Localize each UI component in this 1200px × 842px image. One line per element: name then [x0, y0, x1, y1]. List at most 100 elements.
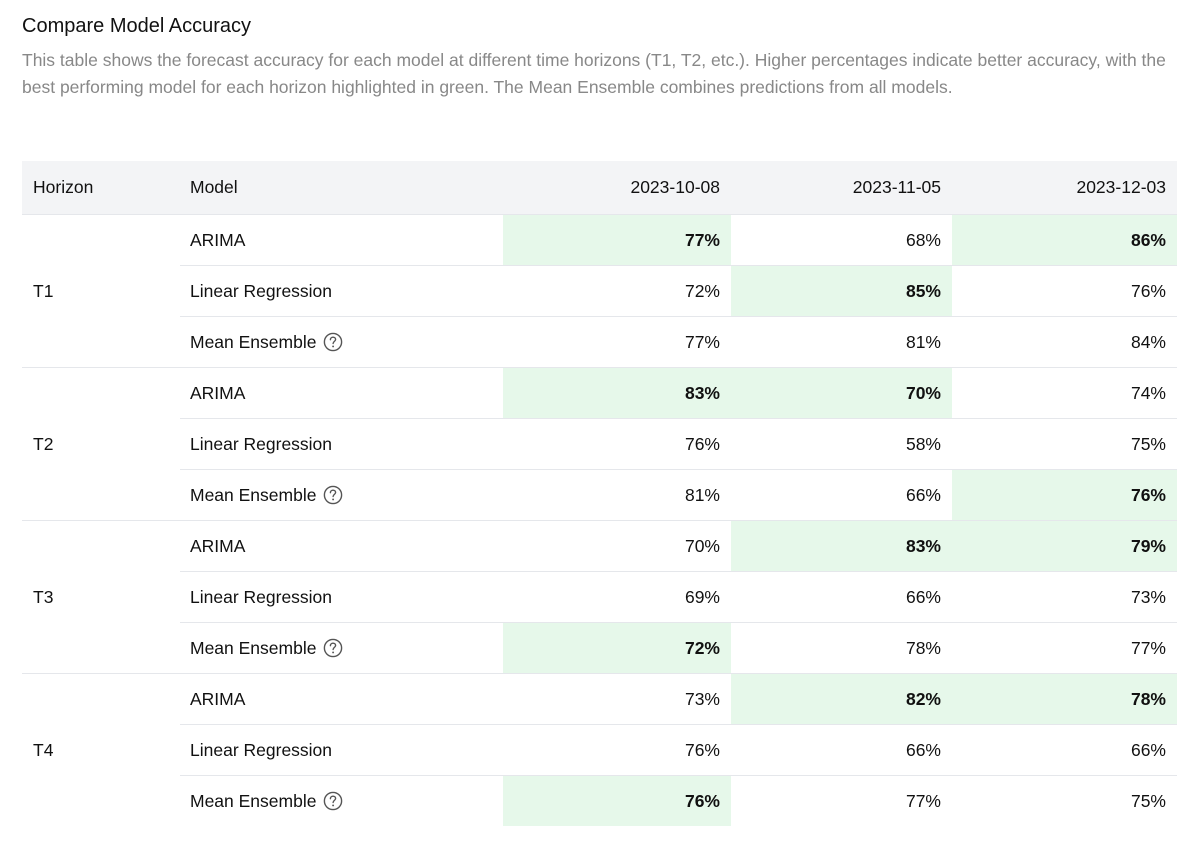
model-cell: ARIMA: [180, 214, 503, 266]
page-title: Compare Model Accuracy: [22, 15, 251, 37]
table-header: Horizon Model 2023-10-08 2023-11-05 2023…: [22, 161, 1177, 215]
table-row: Mean Ensemble 72% 78% 77%: [22, 622, 1177, 674]
model-cell: Mean Ensemble: [180, 776, 503, 827]
model-cell: Mean Ensemble: [180, 316, 503, 368]
accuracy-cell: 76%: [503, 418, 731, 470]
help-icon[interactable]: [323, 638, 343, 658]
model-name: Linear Regression: [190, 739, 333, 760]
model-name: Linear Regression: [190, 280, 333, 301]
accuracy-cell: 69%: [503, 571, 731, 623]
accuracy-cell: 84%: [952, 316, 1177, 368]
model-name: Linear Regression: [190, 433, 333, 454]
accuracy-cell: 66%: [952, 724, 1177, 776]
accuracy-cell: 78%: [731, 622, 952, 674]
header-model: Model: [180, 161, 503, 215]
model-name: ARIMA: [190, 382, 246, 403]
accuracy-cell: 75%: [952, 418, 1177, 470]
table-row: Mean Ensemble 76% 77% 75%: [22, 775, 1177, 827]
accuracy-cell: 74%: [952, 367, 1177, 419]
horizon-cell: T2: [22, 367, 180, 521]
accuracy-cell: 76%: [952, 265, 1177, 317]
model-name: Mean Ensemble: [190, 790, 317, 811]
table-body: T1 ARIMA 77% 68% 86% Linear Regression 72% 85% 7…: [22, 214, 1177, 827]
accuracy-cell: 73%: [503, 673, 731, 725]
table-row: T3 ARIMA 70% 83% 79%: [22, 520, 1177, 674]
model-name: Mean Ensemble: [190, 331, 317, 352]
accuracy-cell-best: 77%: [503, 214, 731, 266]
accuracy-cell-best: 78%: [952, 673, 1177, 725]
model-cell: ARIMA: [180, 367, 503, 419]
model-label-wrap: Mean Ensemble: [190, 485, 343, 506]
help-icon[interactable]: [323, 485, 343, 505]
accuracy-cell: 66%: [731, 469, 952, 521]
model-name: Mean Ensemble: [190, 484, 317, 505]
accuracy-cell-best: 70%: [731, 367, 952, 419]
header-date-3: 2023-12-03: [952, 161, 1177, 215]
model-name: Linear Regression: [190, 586, 333, 607]
model-cell: Mean Ensemble: [180, 469, 503, 521]
model-name: ARIMA: [190, 688, 246, 709]
accuracy-cell: 77%: [905, 790, 941, 811]
accuracy-cell-best: 72%: [503, 622, 731, 674]
table-row: T2 ARIMA 83% 70% 74%: [22, 367, 1177, 521]
accuracy-cell-best: 83%: [503, 367, 731, 419]
accuracy-cell-best: 83%: [731, 520, 952, 572]
model-cell: Linear Regression: [180, 418, 503, 470]
accuracy-cell: 77%: [503, 316, 731, 368]
accuracy-cell-best: 76%: [952, 469, 1177, 521]
accuracy-cell: 76%: [503, 724, 731, 776]
model-label-wrap: Mean Ensemble: [190, 332, 343, 353]
accuracy-cell-best: 82%: [731, 673, 952, 725]
table-row: Linear Regression 76% 58% 75%: [22, 418, 1177, 470]
accuracy-cell-best: 76%: [503, 775, 731, 826]
accuracy-cell: 68%: [731, 214, 952, 266]
page-description: This table shows the forecast accuracy f…: [22, 50, 1166, 97]
model-cell: Mean Ensemble: [180, 622, 503, 674]
accuracy-cell-best: 79%: [952, 520, 1177, 572]
accuracy-cell: 75%: [1130, 790, 1166, 811]
table-row: T1 ARIMA 77% 68% 86%: [22, 214, 1177, 368]
table-row: Mean Ensemble 77% 81% 84%: [22, 316, 1177, 368]
model-label-wrap: Linear Regression: [190, 587, 332, 608]
header-row: Horizon Model 2023-10-08 2023-11-05 2023…: [22, 161, 1177, 215]
accuracy-cell: 81%: [731, 316, 952, 368]
accuracy-cell: 66%: [731, 724, 952, 776]
model-cell: Linear Regression: [180, 265, 503, 317]
accuracy-cell: 70%: [503, 520, 731, 572]
model-label-wrap: Mean Ensemble: [190, 791, 343, 812]
model-cell: Linear Regression: [180, 724, 503, 776]
table-row: Linear Regression 69% 66% 73%: [22, 571, 1177, 623]
accuracy-cell-best: 85%: [731, 265, 952, 317]
model-label-wrap: ARIMA: [190, 536, 245, 557]
help-icon[interactable]: [323, 791, 343, 811]
model-cell: ARIMA: [180, 673, 503, 725]
model-label-wrap: ARIMA: [190, 230, 245, 251]
accuracy-cell: 66%: [731, 571, 952, 623]
accuracy-cell-best: 86%: [952, 214, 1177, 266]
model-cell: ARIMA: [180, 520, 503, 572]
table-row: Mean Ensemble 81% 66% 76%: [22, 469, 1177, 521]
table-row: Linear Regression 72% 85% 76%: [22, 265, 1177, 317]
model-label-wrap: ARIMA: [190, 383, 245, 404]
model-name: ARIMA: [190, 535, 246, 556]
header-date-1: 2023-10-08: [503, 161, 731, 215]
model-label-wrap: Linear Regression: [190, 281, 332, 302]
header-horizon: Horizon: [22, 161, 180, 215]
horizon-cell: T1: [22, 214, 180, 368]
model-label-wrap: Linear Regression: [190, 740, 332, 761]
model-label-wrap: ARIMA: [190, 689, 245, 710]
table-row: T4 ARIMA 73% 82% 78%: [22, 673, 1177, 760]
model-label-wrap: Linear Regression: [190, 434, 332, 455]
help-icon[interactable]: [323, 332, 343, 352]
header-date-2: 2023-11-05: [731, 161, 952, 215]
accuracy-cell: 73%: [952, 571, 1177, 623]
accuracy-cell: 81%: [503, 469, 731, 521]
model-label-wrap: Mean Ensemble: [190, 638, 343, 659]
accuracy-table: Horizon Model 2023-10-08 2023-11-05 2023…: [22, 161, 1177, 826]
table-row: Linear Regression 76% 66% 66%: [22, 724, 1177, 776]
horizon-cell: T3: [22, 520, 180, 674]
model-name: Mean Ensemble: [190, 637, 317, 658]
accuracy-cell: 58%: [731, 418, 952, 470]
model-cell: Linear Regression: [180, 571, 503, 623]
